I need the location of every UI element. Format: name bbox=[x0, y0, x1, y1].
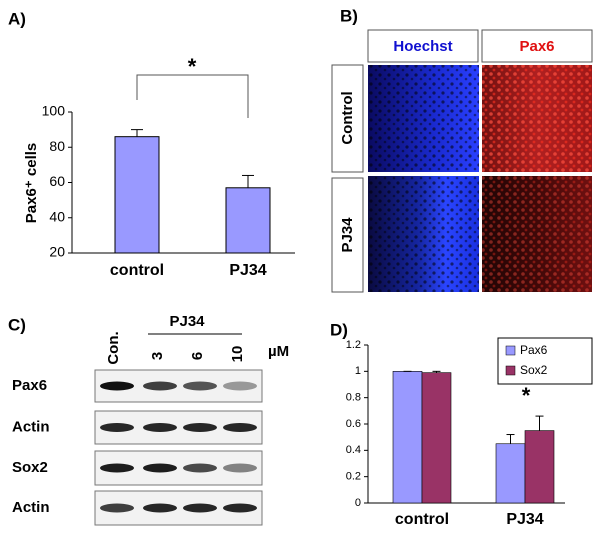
image-texture bbox=[482, 176, 592, 292]
y-tick-label: 0.6 bbox=[346, 418, 361, 430]
y-tick-label: 1 bbox=[355, 365, 361, 377]
blot-band bbox=[223, 503, 257, 513]
y-tick-label: 0.4 bbox=[346, 444, 361, 456]
annotation: * bbox=[522, 383, 531, 408]
y-tick-label: 0 bbox=[355, 497, 361, 509]
y-tick-label: 80 bbox=[49, 138, 65, 154]
lane-label: 3 bbox=[149, 352, 166, 360]
blot-band bbox=[183, 463, 217, 473]
y-axis-label: Pax6⁺ cells bbox=[23, 143, 40, 223]
western-blot: Pax6 Actin Sox2 Actin bbox=[12, 369, 263, 526]
blot-band bbox=[183, 503, 217, 513]
panel-label: B) bbox=[340, 6, 358, 25]
row-label: Actin bbox=[12, 418, 50, 435]
blot-band bbox=[143, 423, 177, 432]
treatment-label: PJ34 bbox=[169, 313, 205, 330]
y-tick-label: 20 bbox=[49, 244, 65, 260]
row-box bbox=[331, 177, 364, 293]
row-label: Control bbox=[339, 91, 356, 144]
lane-label: 6 bbox=[189, 352, 206, 360]
annotation: * bbox=[188, 54, 197, 79]
blot-band bbox=[143, 381, 177, 391]
lane-label: 10 bbox=[229, 346, 246, 363]
legend-swatch bbox=[505, 345, 516, 356]
microscopy-images bbox=[368, 65, 592, 292]
header-box bbox=[481, 29, 593, 63]
y-tick-label: 1.2 bbox=[346, 339, 361, 351]
image-texture bbox=[368, 176, 479, 292]
blot-band bbox=[223, 381, 257, 391]
legend-box bbox=[497, 337, 593, 385]
blot-band bbox=[223, 463, 257, 473]
blot-band bbox=[223, 423, 257, 432]
x-tick-label: PJ34 bbox=[229, 262, 266, 279]
column-label: Hoechst bbox=[393, 38, 452, 55]
bar bbox=[524, 430, 555, 504]
blot-band bbox=[100, 423, 134, 432]
blot-band bbox=[143, 463, 177, 473]
x-tick-label: control bbox=[395, 511, 449, 528]
header-box bbox=[367, 29, 479, 63]
y-tick-label: 60 bbox=[49, 173, 65, 189]
y-tick-label: 0.2 bbox=[346, 471, 361, 483]
row-label: Pax6 bbox=[12, 377, 47, 394]
row-label: Actin bbox=[12, 499, 50, 516]
blot-band bbox=[100, 381, 134, 391]
bar bbox=[225, 187, 271, 254]
panel-label: C) bbox=[8, 315, 26, 334]
y-tick-label: 100 bbox=[42, 103, 66, 119]
x-tick-label: control bbox=[110, 262, 164, 279]
bar bbox=[495, 443, 526, 504]
panel-label: A) bbox=[8, 9, 26, 28]
column-label: Pax6 bbox=[519, 38, 554, 55]
blot-band bbox=[143, 503, 177, 513]
blot-band bbox=[183, 423, 217, 432]
blot-band bbox=[100, 503, 134, 513]
bar bbox=[392, 371, 423, 504]
row-label: Sox2 bbox=[12, 459, 48, 476]
image-texture bbox=[368, 65, 479, 172]
panel-label: D) bbox=[330, 320, 348, 339]
row-label: PJ34 bbox=[339, 217, 356, 253]
lane-label: Con. bbox=[105, 331, 122, 364]
legend-swatch bbox=[505, 365, 516, 376]
chart-d: 0 0.2 0.4 0.6 0.8 1 1.2D) control PJ34 * Pax6 Sox2 bbox=[330, 320, 593, 528]
blot-band bbox=[183, 381, 217, 391]
bar bbox=[421, 372, 452, 504]
bar bbox=[114, 136, 160, 254]
blot-band bbox=[100, 463, 134, 473]
x-tick-label: PJ34 bbox=[506, 511, 543, 528]
y-tick-label: 0.8 bbox=[346, 392, 361, 404]
row-box bbox=[331, 64, 364, 173]
image-texture bbox=[482, 65, 592, 172]
y-tick-label: 40 bbox=[49, 208, 65, 224]
legend-label: Pax6 bbox=[520, 343, 548, 357]
significance-bracket bbox=[136, 74, 249, 118]
chart-a: 20 40 60 80 100 A) Pax6⁺ cells control PJ34 * bbox=[8, 9, 295, 279]
unit-label: µM bbox=[268, 343, 289, 360]
legend-label: Sox2 bbox=[520, 363, 548, 377]
